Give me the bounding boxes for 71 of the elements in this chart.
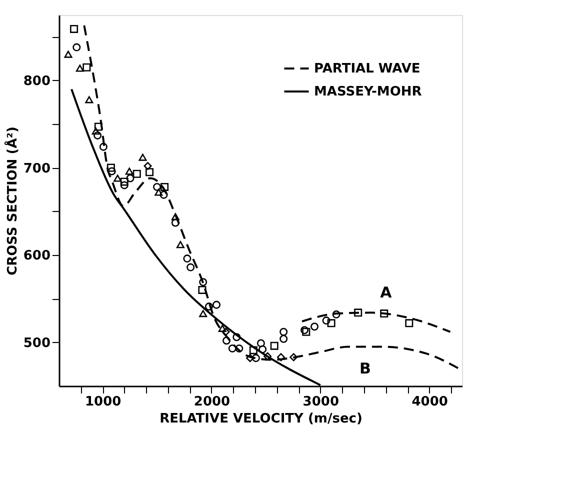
legend-label: MASSEY-MOHR	[314, 84, 422, 100]
point	[64, 50, 72, 58]
point	[114, 174, 122, 182]
point	[106, 164, 115, 172]
point	[94, 122, 102, 131]
point	[405, 319, 414, 328]
point	[132, 170, 141, 178]
x-tick-label: 2000	[194, 394, 230, 410]
line-series	[301, 312, 452, 333]
point	[76, 64, 84, 72]
y-tick-label: 800	[23, 74, 50, 89]
point	[160, 182, 169, 191]
point	[120, 178, 128, 186]
point	[218, 324, 226, 332]
point	[176, 241, 184, 248]
point	[160, 190, 168, 199]
x-tick-label: 3000	[302, 394, 339, 410]
point	[94, 131, 102, 140]
point	[138, 154, 147, 161]
point	[235, 344, 244, 352]
point	[82, 63, 91, 72]
point	[380, 310, 388, 318]
point	[171, 218, 180, 227]
x-axis-title: RELATIVE VELOCITY (m/sec)	[160, 412, 362, 426]
point	[310, 322, 319, 331]
point	[322, 316, 330, 325]
y-tick-label: 600	[23, 248, 50, 264]
point	[204, 302, 213, 311]
point	[99, 142, 108, 151]
y-tick-label: 700	[23, 161, 50, 176]
point	[280, 328, 288, 336]
point	[327, 319, 336, 328]
point	[198, 286, 206, 294]
legend-label: PARTIAL WAVE	[314, 62, 420, 76]
point	[228, 344, 236, 352]
point	[108, 167, 116, 176]
point	[146, 168, 154, 176]
x-tick-label: 1000	[84, 394, 122, 410]
point	[232, 333, 241, 342]
point	[92, 128, 100, 135]
point	[153, 182, 162, 191]
point	[125, 168, 134, 175]
point	[144, 162, 152, 170]
y-axis-title: CROSS SECTION (Å²)	[3, 126, 20, 276]
annotation: A	[380, 284, 392, 302]
point	[70, 24, 78, 33]
point	[199, 278, 208, 286]
point	[246, 354, 254, 362]
y-tick-label: 500	[23, 336, 50, 351]
point	[72, 43, 81, 52]
point	[126, 174, 134, 182]
point	[222, 336, 231, 345]
point	[186, 263, 195, 272]
point	[154, 188, 163, 196]
point	[252, 354, 260, 362]
point	[354, 308, 362, 317]
point	[183, 254, 192, 263]
point	[171, 213, 180, 220]
point	[290, 353, 298, 362]
point	[276, 353, 285, 362]
point	[249, 346, 258, 354]
x-tick-label: 4000	[412, 394, 448, 410]
point	[199, 310, 208, 318]
annotation: B	[359, 360, 371, 378]
point	[270, 342, 278, 350]
point	[332, 310, 340, 318]
point	[280, 334, 288, 343]
point	[256, 339, 265, 348]
point	[120, 181, 128, 190]
point	[85, 96, 94, 104]
point	[212, 300, 220, 309]
